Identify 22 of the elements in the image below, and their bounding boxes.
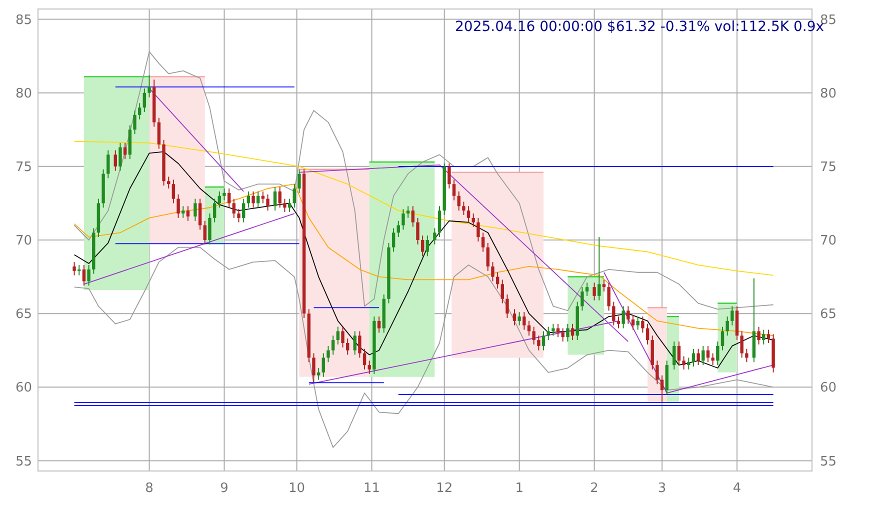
y-tick-label: 70 (15, 234, 32, 249)
x-tick-label: 9 (220, 481, 228, 496)
x-tick-label: 4 (732, 481, 742, 496)
x-tick-label: 1 (515, 481, 524, 496)
y2-tick-label: 75 (820, 160, 837, 175)
x-tick-label: 3 (658, 481, 666, 496)
y2-tick-label: 80 (820, 86, 837, 102)
y-tick-label: 60 (15, 380, 32, 396)
y-tick-label: 80 (15, 86, 32, 102)
y-tick-label: 55 (15, 454, 32, 470)
x-tick-label: 11 (364, 481, 380, 496)
x-tick-label: 12 (436, 481, 453, 496)
x-tick-label: 8 (145, 481, 154, 496)
x-tick-label: 10 (288, 481, 306, 496)
y2-tick-label: 70 (820, 234, 837, 249)
y2-tick-label: 55 (820, 454, 837, 470)
y-tick-label: 75 (15, 160, 32, 175)
y2-tick-label: 60 (820, 380, 837, 396)
y-tick-label: 85 (15, 12, 32, 28)
y2-tick-label: 65 (820, 307, 837, 322)
y-tick-label: 65 (15, 307, 32, 322)
x-tick-label: 2 (590, 481, 598, 496)
